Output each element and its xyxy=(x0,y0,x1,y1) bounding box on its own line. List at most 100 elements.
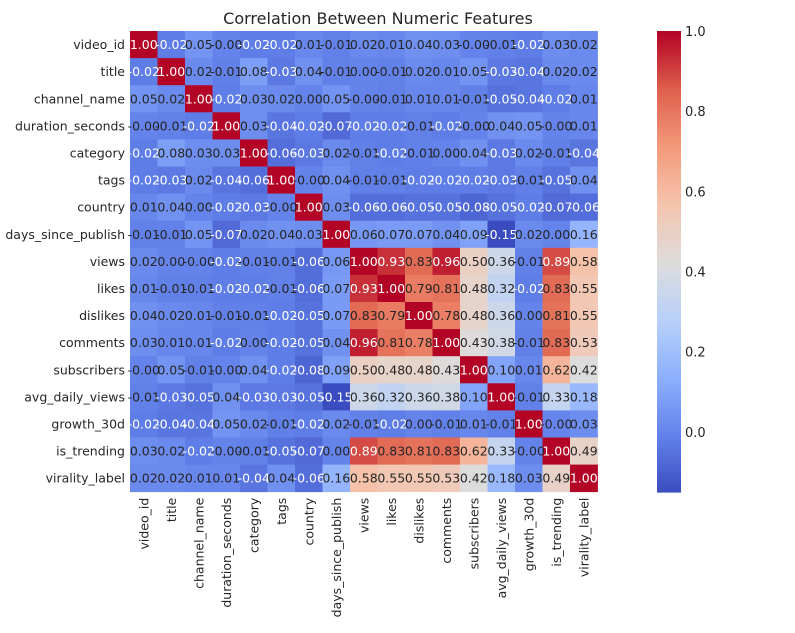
cell-value-label: -0.02 xyxy=(430,118,462,133)
colorbar-segment xyxy=(657,236,681,240)
colorbar-segment xyxy=(657,95,681,99)
heatmap-cell xyxy=(570,112,598,140)
heatmap-cell xyxy=(515,437,543,465)
cell-value-label: -0.04 xyxy=(513,64,545,79)
colorbar-segment xyxy=(657,150,681,154)
colorbar-segment xyxy=(657,203,681,207)
heatmap-cell xyxy=(515,139,543,167)
colorbar-segment xyxy=(657,462,681,465)
chart-title: Correlation Between Numeric Features xyxy=(223,9,533,28)
heatmap-cell xyxy=(295,193,323,222)
cell-value-label: 0.81 xyxy=(405,444,433,459)
colorbar-tick-label: 0.4 xyxy=(685,266,706,281)
colorbar-segment xyxy=(657,448,681,452)
heatmap-cell xyxy=(212,274,241,303)
colorbar-segment xyxy=(657,84,681,87)
cell-value-label: 0.02 xyxy=(515,145,543,160)
cell-value-label: 0.05 xyxy=(185,37,213,52)
colorbar-segment xyxy=(657,323,681,327)
cell-value-label: 0.53 xyxy=(432,471,460,486)
cell-value-label: 0.05 xyxy=(515,118,543,133)
colorbar-segment xyxy=(657,130,681,134)
cell-value-label: -0.04 xyxy=(238,471,270,486)
heatmap-cell xyxy=(130,31,158,59)
cell-value-label: -0.01 xyxy=(155,281,187,296)
colorbar-segment xyxy=(657,97,681,101)
cell-value-label: 0.33 xyxy=(487,444,515,459)
cell-value-label: -0.02 xyxy=(210,281,242,296)
heatmap-cell xyxy=(322,220,351,249)
heatmap-cell xyxy=(570,31,598,59)
colorbar-segment xyxy=(657,86,681,90)
y-tick-label: country xyxy=(77,200,125,215)
cell-value-label: 0.89 xyxy=(350,444,378,459)
colorbar-segment xyxy=(657,418,681,422)
x-tick-label: views xyxy=(356,498,371,533)
heatmap-cell xyxy=(405,31,433,59)
colorbar-segment xyxy=(657,395,681,399)
cell-value-label: 0.16 xyxy=(322,471,350,486)
heatmap-cell xyxy=(487,356,516,384)
heatmap-cell xyxy=(295,302,323,330)
heatmap-cell xyxy=(267,329,296,357)
cell-value-label: 1.00 xyxy=(267,173,295,188)
cell-value-label: -0.00 xyxy=(348,91,380,106)
colorbar-segment xyxy=(657,443,681,447)
colorbar-segment xyxy=(657,173,681,177)
heatmap-cell xyxy=(405,193,433,222)
x-tick-label: tags xyxy=(274,498,289,525)
cell-value-label: -0.02 xyxy=(430,173,462,188)
heatmap-cell xyxy=(377,166,406,194)
cell-value-label: -0.02 xyxy=(458,173,490,188)
colorbar-segment xyxy=(657,376,681,380)
cell-value-label: 0.62 xyxy=(460,444,488,459)
y-tick-label: dislikes xyxy=(79,308,125,323)
cell-value-label: 1.00 xyxy=(432,335,460,350)
colorbar-segment xyxy=(657,171,681,175)
heatmap-cell xyxy=(295,329,323,357)
colorbar-segment xyxy=(657,289,681,293)
heatmap-cell xyxy=(185,464,213,493)
colorbar-segment xyxy=(657,42,681,46)
cell-value-label: 0.81 xyxy=(542,308,570,323)
cell-value-label: 0.04 xyxy=(570,173,598,188)
heatmap-cell xyxy=(377,220,406,249)
cell-value-label: -0.01 xyxy=(513,173,545,188)
cell-value-label: -0.01 xyxy=(128,389,160,404)
colorbar-segment xyxy=(657,245,681,249)
colorbar-segment xyxy=(657,199,681,203)
cell-value-label: 0.01 xyxy=(130,200,158,215)
heatmap-cell xyxy=(350,220,378,249)
cell-value-label: 0.04 xyxy=(405,37,433,52)
colorbar-segment xyxy=(657,277,681,281)
colorbar-segment xyxy=(657,252,681,256)
heatmap-cell xyxy=(570,274,598,303)
cell-value-label: -0.03 xyxy=(155,173,187,188)
cell-value-label: 0.04 xyxy=(240,362,268,377)
colorbar-segment xyxy=(657,104,681,108)
cell-value-label: -0.00 xyxy=(210,444,242,459)
heatmap-cell xyxy=(212,58,241,86)
cell-value-label: -0.00 xyxy=(513,444,545,459)
cell-value-label: -0.01 xyxy=(348,145,380,160)
heatmap-cell xyxy=(185,247,213,276)
cell-value-label: -0.02 xyxy=(293,118,325,133)
cell-value-label: -0.01 xyxy=(183,362,215,377)
cell-value-label: -0.00 xyxy=(293,173,325,188)
heatmap-cell xyxy=(185,58,213,86)
cell-value-label: -0.06 xyxy=(238,173,270,188)
heatmap-cell xyxy=(542,139,571,167)
cell-value-label: 0.04 xyxy=(487,118,515,133)
colorbar-segment xyxy=(657,111,681,115)
cell-value-label: -0.03 xyxy=(238,200,270,215)
heatmap-cell xyxy=(295,383,323,411)
colorbar-segment xyxy=(657,137,681,140)
x-tick-label: duration_seconds xyxy=(219,498,234,608)
cell-value-label: 0.43 xyxy=(432,362,460,377)
heatmap-cell xyxy=(405,58,433,86)
cell-value-label: 0.03 xyxy=(432,37,460,52)
cell-value-label: -0.02 xyxy=(265,335,297,350)
colorbar-segment xyxy=(657,213,681,216)
cell-value-label: 0.01 xyxy=(185,471,213,486)
cell-value-label: 0.04 xyxy=(295,64,323,79)
